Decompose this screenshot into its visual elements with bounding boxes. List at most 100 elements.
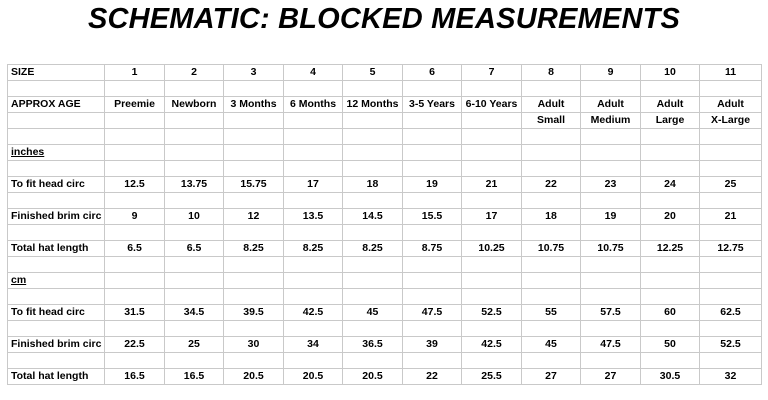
size-row-cell-4: 4 (283, 64, 343, 81)
spacer-row-cell-7 (461, 352, 522, 369)
spacer-row-cell-4 (283, 256, 343, 273)
inches-row-2-cell-8: 18 (521, 208, 581, 225)
spacer-row-cell-8 (521, 256, 581, 273)
inches-row-1-cell-1: 12.5 (104, 176, 165, 193)
spacer-row-cell-5 (342, 160, 403, 177)
spacer-row (7, 80, 762, 97)
spacer-row-cell-11 (699, 352, 762, 369)
spacer-row-cell-4 (283, 288, 343, 305)
page-title: SCHEMATIC: BLOCKED MEASUREMENTS (87, 3, 681, 35)
spacer-row-cell-9 (580, 80, 641, 97)
spacer-row (7, 288, 762, 305)
spacer-row-cell-7 (461, 192, 522, 209)
spacer-row-cell-7 (461, 224, 522, 241)
spacer-row-cell-6 (402, 352, 462, 369)
inches-row-1-cell-7: 21 (461, 176, 522, 193)
spacer-row-cell-1 (104, 128, 165, 145)
cm-section-row-cell-5 (342, 272, 403, 289)
size-row-cell-6: 6 (402, 64, 462, 81)
age-row-cell-5: 12 Months (342, 96, 403, 113)
cm-row-3: Total hat length 16.5 16.5 20.5 20.5 20.5 22 25… (7, 368, 762, 385)
inches-row-3-cell-5: 8.25 (342, 240, 403, 257)
cm-row-2: Finished brim circ 22.5 25 30 34 36.5 39 42.5 45… (7, 336, 762, 353)
cm-row-2-cell-8: 45 (521, 336, 581, 353)
inches-row-3-cell-11: 12.75 (699, 240, 762, 257)
spacer-row (7, 160, 762, 177)
spacer-row-cell-2 (164, 288, 224, 305)
spacer-row-cell-7 (461, 128, 522, 145)
inches-row-1-cell-5: 18 (342, 176, 403, 193)
spacer-row-cell-10 (640, 80, 700, 97)
inches-section-row-cell-10 (640, 144, 700, 161)
cm-section-row-label: cm (7, 272, 105, 289)
inches-row-3-cell-3: 8.25 (223, 240, 284, 257)
age-row-2-cell-11: X-Large (699, 112, 762, 129)
age-row-2-cell-9: Medium (580, 112, 641, 129)
spacer-row (7, 256, 762, 273)
inches-row-3: Total hat length 6.5 6.5 8.25 8.25 8.25 8.75 10… (7, 240, 762, 257)
cm-row-1-cell-7: 52.5 (461, 304, 522, 321)
spacer-row-cell-11 (699, 80, 762, 97)
age-row: APPROX AGE Preemie Newborn 3 Months 6 Months… (7, 96, 762, 113)
spacer-row-cell-5 (342, 80, 403, 97)
spacer-row-cell-6 (402, 320, 462, 337)
spacer-row-cell-9 (580, 192, 641, 209)
cm-row-2-cell-6: 39 (402, 336, 462, 353)
cm-row-1-cell-6: 47.5 (402, 304, 462, 321)
spacer-row-cell-6 (402, 80, 462, 97)
inches-section-row-label: inches (7, 144, 105, 161)
size-row-cell-10: 10 (640, 64, 700, 81)
spacer-row (7, 352, 762, 369)
spacer-row-cell-5 (342, 224, 403, 241)
inches-section-row-cell-6 (402, 144, 462, 161)
cm-section-row-cell-10 (640, 272, 700, 289)
spacer-row-cell-11 (699, 288, 762, 305)
spacer-row-cell-8 (521, 128, 581, 145)
spacer-row (7, 192, 762, 209)
spacer-row-cell-1 (104, 80, 165, 97)
spacer-row-cell-10 (640, 128, 700, 145)
inches-section-row-cell-5 (342, 144, 403, 161)
age-row-2-cell-2 (164, 112, 224, 129)
cm-row-3-cell-3: 20.5 (223, 368, 284, 385)
cm-section-row-cell-1 (104, 272, 165, 289)
cm-section-row-cell-8 (521, 272, 581, 289)
size-row: SIZE 1 2 3 4 5 6 7 8 9 10 11 (7, 64, 762, 81)
size-row-cell-8: 8 (521, 64, 581, 81)
cm-row-1-cell-8: 55 (521, 304, 581, 321)
spacer-row-cell-2 (164, 224, 224, 241)
spacer-row-cell-10 (640, 352, 700, 369)
spacer-row-cell-9 (580, 128, 641, 145)
cm-row-2-cell-2: 25 (164, 336, 224, 353)
spacer-row-cell-7 (461, 160, 522, 177)
spacer-row-cell-7 (461, 288, 522, 305)
spacer-row-cell-10 (640, 160, 700, 177)
age-row-2-cell-5 (342, 112, 403, 129)
spacer-row-cell-3 (223, 192, 284, 209)
age-row-cell-7: 6-10 Years (461, 96, 522, 113)
age-row-cell-3: 3 Months (223, 96, 284, 113)
spacer-row-cell-8 (521, 80, 581, 97)
inches-row-1: To fit head circ 12.5 13.75 15.75 17 18 19 21 22… (7, 176, 762, 193)
size-row-label: SIZE (7, 64, 105, 81)
age-row-2-cell-1 (104, 112, 165, 129)
spacer-row-cell-4 (283, 352, 343, 369)
spacer-row-cell-4 (283, 80, 343, 97)
inches-row-3-cell-6: 8.75 (402, 240, 462, 257)
spacer-row-cell-5 (342, 320, 403, 337)
age-row-cell-6: 3-5 Years (402, 96, 462, 113)
cm-row-1-cell-1: 31.5 (104, 304, 165, 321)
spacer-row-cell-9 (580, 320, 641, 337)
age-row-cell-2: Newborn (164, 96, 224, 113)
age-row-cell-1: Preemie (104, 96, 165, 113)
spacer-row-cell-4 (283, 128, 343, 145)
spacer-row-cell-7 (461, 256, 522, 273)
cm-row-2-cell-9: 47.5 (580, 336, 641, 353)
age-row-cell-11: Adult (699, 96, 762, 113)
spacer-row-cell-8 (521, 320, 581, 337)
cm-row-3-cell-7: 25.5 (461, 368, 522, 385)
cm-section-row-cell-3 (223, 272, 284, 289)
inches-row-3-cell-2: 6.5 (164, 240, 224, 257)
spacer-row-cell-5 (342, 352, 403, 369)
size-row-cell-9: 9 (580, 64, 641, 81)
